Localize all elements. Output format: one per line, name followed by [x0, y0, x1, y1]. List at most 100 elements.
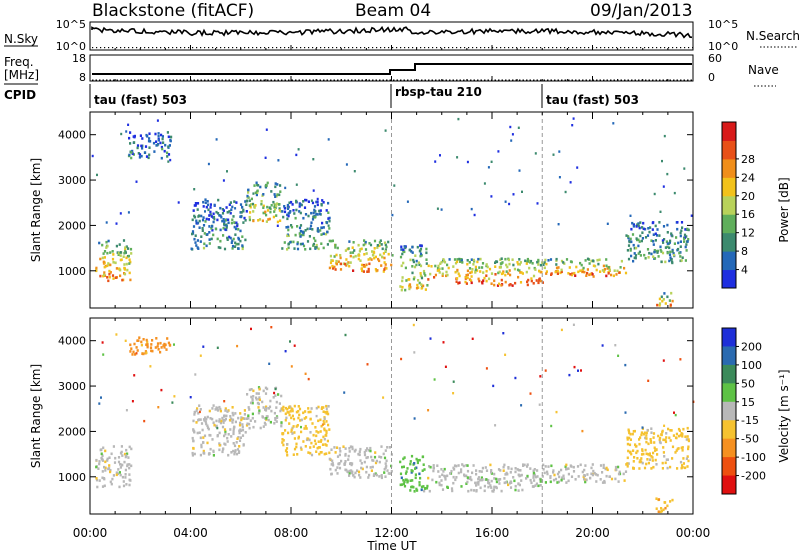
echo-cell: [409, 462, 412, 466]
echo-cell: [586, 271, 589, 275]
echo-cell: [683, 237, 686, 241]
echo-cell: [151, 339, 154, 342]
echo-cell: [279, 190, 282, 193]
echo-cell: [474, 481, 477, 485]
echo-cell: [373, 247, 376, 250]
echo-cell: [274, 185, 277, 189]
echo-cell: [567, 467, 570, 470]
echo-cell: [500, 489, 503, 493]
echo-cell: [299, 235, 302, 238]
echo-cell: [353, 249, 356, 252]
echo-cell: [336, 466, 339, 469]
echo-cell: [117, 468, 120, 471]
echo-cell: [287, 214, 290, 218]
noise-search-dot: [124, 47, 126, 49]
echo-cell: [281, 438, 284, 441]
echo-cell: [210, 215, 213, 218]
echo-cell: [461, 261, 464, 264]
echo-cell: [312, 215, 315, 219]
echo-cell: [418, 472, 421, 476]
colorbar-swatch: [722, 195, 736, 215]
echo-cell: [466, 262, 469, 266]
echo-cell: [333, 265, 336, 269]
echo-cell: [584, 464, 587, 467]
echo-cell: [546, 470, 549, 474]
echo-cell: [299, 446, 303, 450]
colorbar-swatch: [722, 420, 736, 440]
echo-cell: [359, 459, 362, 462]
echo-cell: [322, 246, 325, 250]
echo-cell: [500, 284, 503, 287]
echo-cell: [228, 418, 232, 422]
echo-cell: [208, 225, 211, 228]
echo-cell: [652, 432, 656, 435]
echo-cell: [226, 211, 229, 214]
scatter-cell: [539, 375, 542, 378]
echo-cell: [262, 204, 265, 208]
echo-cell: [328, 239, 331, 243]
echo-cell: [662, 446, 665, 449]
echo-cell: [387, 252, 390, 256]
echo-cell: [263, 421, 266, 425]
scatter-cell: [384, 129, 387, 132]
echo-cell: [283, 205, 286, 208]
echo-cell: [656, 453, 659, 456]
echo-cell: [192, 447, 195, 450]
echo-cell: [342, 445, 345, 448]
scatter-cell: [457, 117, 460, 121]
echo-cell: [166, 337, 169, 340]
noise-search-dot: [396, 47, 398, 49]
echo-cell: [216, 409, 220, 412]
echo-cell: [167, 341, 170, 345]
echo-cell: [241, 423, 244, 426]
echo-cell: [347, 458, 350, 461]
echo-cell: [519, 261, 522, 264]
echo-cell: [641, 237, 644, 240]
echo-cell: [118, 471, 121, 474]
echo-cell: [348, 469, 351, 473]
echo-cell: [247, 417, 250, 420]
echo-cell: [242, 417, 245, 420]
echo-cell: [299, 224, 303, 227]
echo-cell: [472, 263, 475, 266]
echo-cell: [140, 340, 143, 344]
echo-cell: [336, 246, 339, 250]
echo-cell: [590, 259, 593, 263]
noise-search-dot: [368, 47, 370, 49]
echo-cell: [360, 462, 363, 465]
scatter-cell: [653, 192, 656, 196]
scatter-cell: [429, 337, 432, 340]
echo-cell: [231, 244, 235, 248]
echo-cell: [272, 396, 275, 399]
echo-cell: [247, 191, 250, 194]
echo-cell: [293, 247, 296, 250]
echo-cell: [223, 220, 226, 223]
echo-cell: [590, 472, 593, 476]
echo-cell: [145, 351, 148, 355]
echo-cell: [499, 266, 502, 269]
echo-cell: [163, 346, 166, 349]
echo-cell: [617, 465, 620, 469]
echo-cell: [455, 260, 459, 264]
echo-cell: [455, 476, 458, 479]
echo-cell: [329, 261, 333, 265]
echo-cell: [550, 272, 553, 275]
echo-cell: [331, 264, 334, 268]
echo-cell: [290, 428, 293, 432]
echo-cell: [532, 471, 536, 475]
echo-cell: [136, 146, 139, 150]
echo-cell: [320, 451, 323, 454]
echo-cell: [193, 237, 196, 241]
echo-cell: [528, 266, 531, 270]
colorbar-tick-label: 12: [741, 227, 755, 240]
echo-cell: [454, 270, 457, 274]
echo-cell: [203, 434, 207, 438]
noise-search-dot: [336, 47, 338, 49]
echo-cell: [212, 220, 215, 224]
echo-cell: [399, 255, 403, 259]
echo-cell: [591, 273, 594, 276]
noise-search-dot: [284, 47, 286, 49]
colorbar-tick-label: 50: [741, 377, 755, 390]
echo-cell: [466, 259, 469, 262]
echo-cell: [121, 475, 124, 479]
